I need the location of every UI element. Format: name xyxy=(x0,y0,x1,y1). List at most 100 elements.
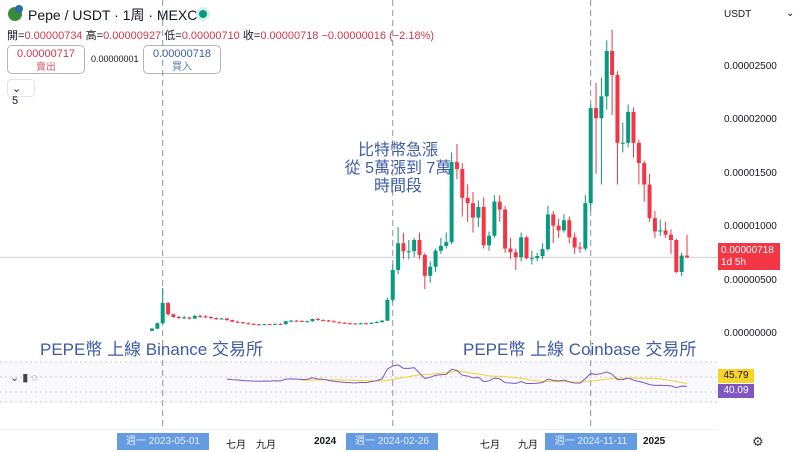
candle-body xyxy=(203,316,208,318)
candle-body xyxy=(668,234,673,241)
chevron-down-icon[interactable]: ⌄ xyxy=(786,8,795,19)
sell-label: 賣出 xyxy=(36,62,56,73)
candle-body xyxy=(342,322,347,324)
candle-body xyxy=(679,255,684,273)
candle-body xyxy=(487,235,492,246)
annotation-line: 從 5萬漲到 7萬 xyxy=(344,160,452,177)
candle-body xyxy=(182,317,187,319)
candle-body xyxy=(155,323,160,329)
candle-body xyxy=(166,303,171,315)
candle-body xyxy=(310,319,315,322)
rsi-indicator-controls[interactable]: ⌄ ▮ ◌ xyxy=(10,371,38,384)
candle-body xyxy=(176,316,181,318)
coinbase-listing-annotation: PEPE幣 上線 Coinbase 交易所 xyxy=(463,340,697,359)
candle-body xyxy=(380,320,385,323)
sell-button[interactable]: 0.00000717 賣出 xyxy=(7,45,85,74)
candle-body xyxy=(321,320,326,322)
candle-body xyxy=(326,320,331,322)
pepe-logo xyxy=(8,5,23,21)
candle-body xyxy=(545,214,550,250)
current-price: 0.00000718 xyxy=(721,245,774,256)
indicators-toggle-button[interactable]: ⌄ 5 xyxy=(7,79,35,107)
candle-body xyxy=(460,168,465,198)
loading-icon: ◌ xyxy=(31,372,38,384)
buy-button[interactable]: 0.00000718 買入 xyxy=(143,45,221,74)
candle-body xyxy=(214,317,219,320)
candle-body xyxy=(497,201,502,210)
marker-date-label: 週一 2024-02-26 xyxy=(346,433,438,450)
candle-body xyxy=(594,108,599,119)
candle-body xyxy=(449,162,454,243)
candle-body xyxy=(353,323,358,325)
time-label: 七月 xyxy=(480,440,500,451)
candle-body xyxy=(631,111,636,143)
buy-label: 買入 xyxy=(172,62,192,73)
visibility-icon[interactable]: ▮ xyxy=(22,372,29,384)
time-label: 2024 xyxy=(314,436,337,447)
rsi-ma-value: 45.79 xyxy=(718,369,754,383)
candle-body xyxy=(417,240,422,255)
price-tick: 0.00001500 xyxy=(724,167,777,179)
candle-body xyxy=(406,251,411,253)
candle-body xyxy=(364,323,368,325)
btc-surge-annotation: 比特幣急漲 從 5萬漲到 7萬 時間段 xyxy=(300,142,496,196)
annotation-line: 時間段 xyxy=(373,178,422,195)
sell-price: 0.00000717 xyxy=(16,48,76,60)
candle-body xyxy=(620,142,625,144)
annotation-line: 比特幣急漲 xyxy=(357,142,438,159)
candle-body xyxy=(171,314,176,317)
collapse-icon[interactable]: ⌄ xyxy=(10,372,20,384)
candle-body xyxy=(240,322,245,324)
rsi-line xyxy=(226,364,688,389)
candle-body xyxy=(610,50,615,76)
open-label: 開= xyxy=(7,30,25,42)
binance-listing-annotation: PEPE幣 上線 Binance 交易所 xyxy=(40,340,263,359)
ohlc-legend: 開=0.00000734 高=0.00000927 低=0.00000710 收… xyxy=(7,27,434,43)
candle-body xyxy=(278,323,283,325)
candlestick-chart[interactable] xyxy=(0,0,718,430)
close-value: 0.00000718 xyxy=(260,30,319,42)
candle-body xyxy=(224,318,229,321)
candle-body xyxy=(187,317,192,319)
candle-body xyxy=(465,197,470,204)
candle-body xyxy=(561,220,566,231)
candle-body xyxy=(246,323,251,325)
price-tick: 0.00000000 xyxy=(724,328,777,339)
candle-body xyxy=(503,209,508,249)
candle-body xyxy=(283,321,288,325)
rsi-value: 40.09 xyxy=(718,384,754,398)
price-tick: 0.00002000 xyxy=(724,114,777,126)
low-value: 0.00000710 xyxy=(181,30,240,42)
settings-gear-icon[interactable]: ⚙ xyxy=(752,434,764,449)
candle-body xyxy=(289,320,294,322)
candle-body xyxy=(358,323,363,325)
candle-body xyxy=(396,243,401,270)
candle-body xyxy=(567,220,572,238)
change-value: −0.00000016 (−2.18%) xyxy=(321,30,435,42)
candle-body xyxy=(647,184,652,219)
candle-body xyxy=(150,328,154,331)
candle-body xyxy=(535,256,540,259)
candle-body xyxy=(374,322,379,324)
candle-body xyxy=(235,321,240,323)
price-tick: 0.00001000 xyxy=(724,221,777,233)
candle-body xyxy=(428,266,433,276)
candle-body xyxy=(369,322,374,324)
candle-body xyxy=(444,242,449,246)
candle-body xyxy=(685,255,689,258)
symbol-title[interactable]: Pepe / USDT · 1周 · MEXC xyxy=(28,7,198,23)
candle-body xyxy=(438,245,443,251)
rsi-band xyxy=(0,362,718,402)
price-tick: 0.00002500 xyxy=(724,61,777,72)
candle-body xyxy=(481,206,486,246)
candle-body xyxy=(299,320,304,322)
candle-body xyxy=(160,303,165,324)
currency-selector[interactable]: USDT xyxy=(724,9,752,20)
candle-body xyxy=(578,247,582,249)
candle-body xyxy=(604,50,609,97)
market-open-status-icon xyxy=(199,10,207,18)
candle-body xyxy=(529,258,534,260)
candle-body xyxy=(524,237,529,259)
candle-body xyxy=(347,323,352,325)
candle-body xyxy=(519,237,524,258)
